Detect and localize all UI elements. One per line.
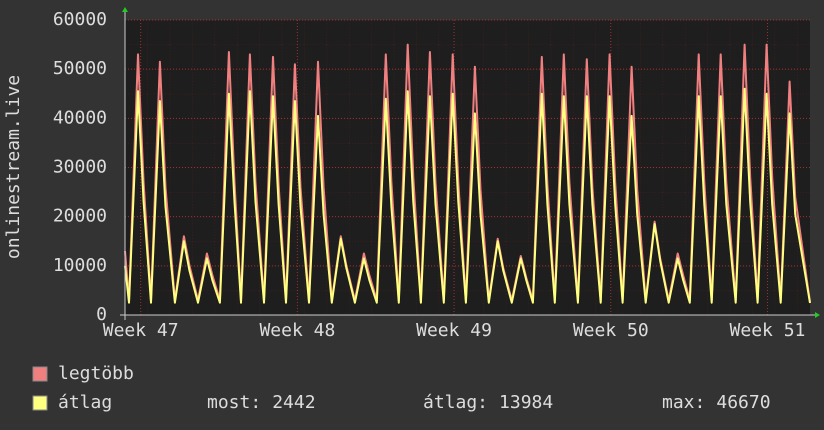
x-tick-label: Week 50 <box>573 320 649 341</box>
series-line <box>124 87 811 304</box>
stat-value: 13984 <box>499 392 553 413</box>
x-axis-arrow <box>815 312 820 318</box>
x-tick-label: Week 48 <box>259 320 335 341</box>
y-tick-label: 60000 <box>53 9 107 30</box>
x-tick-label: Week 47 <box>103 320 179 341</box>
legend-label: átlag <box>58 392 112 413</box>
legend-swatch <box>32 366 48 382</box>
stat: átlag: 13984 <box>423 392 553 413</box>
x-tick-label: Week 51 <box>730 320 806 341</box>
y-tick-label: 20000 <box>53 206 107 227</box>
y-tick-label: 40000 <box>53 107 107 128</box>
y-tick-label: 30000 <box>53 157 107 178</box>
stat: most: 2442 <box>207 392 316 413</box>
y-axis-arrow <box>122 7 128 12</box>
legend-swatch <box>32 395 48 411</box>
y-tick-label: 10000 <box>53 255 107 276</box>
stat-label: átlag: <box>423 392 488 413</box>
marks <box>124 43 811 304</box>
stat-value: 2442 <box>272 392 315 413</box>
stat-label: most: <box>207 392 261 413</box>
stat-label: max: <box>662 392 705 413</box>
legend: legtöbb átlag most: 2442 átlag: 13984 max: 4667… <box>32 363 771 413</box>
y-tick-label: 50000 <box>53 58 107 79</box>
y-tick-label: 0 <box>96 304 107 325</box>
stat-value: 46670 <box>716 392 770 413</box>
legend-label: legtöbb <box>58 363 134 384</box>
x-tick-label: Week 49 <box>416 320 492 341</box>
y-axis-label: onlinestream.live <box>3 75 24 259</box>
stat: max: 46670 <box>662 392 771 413</box>
